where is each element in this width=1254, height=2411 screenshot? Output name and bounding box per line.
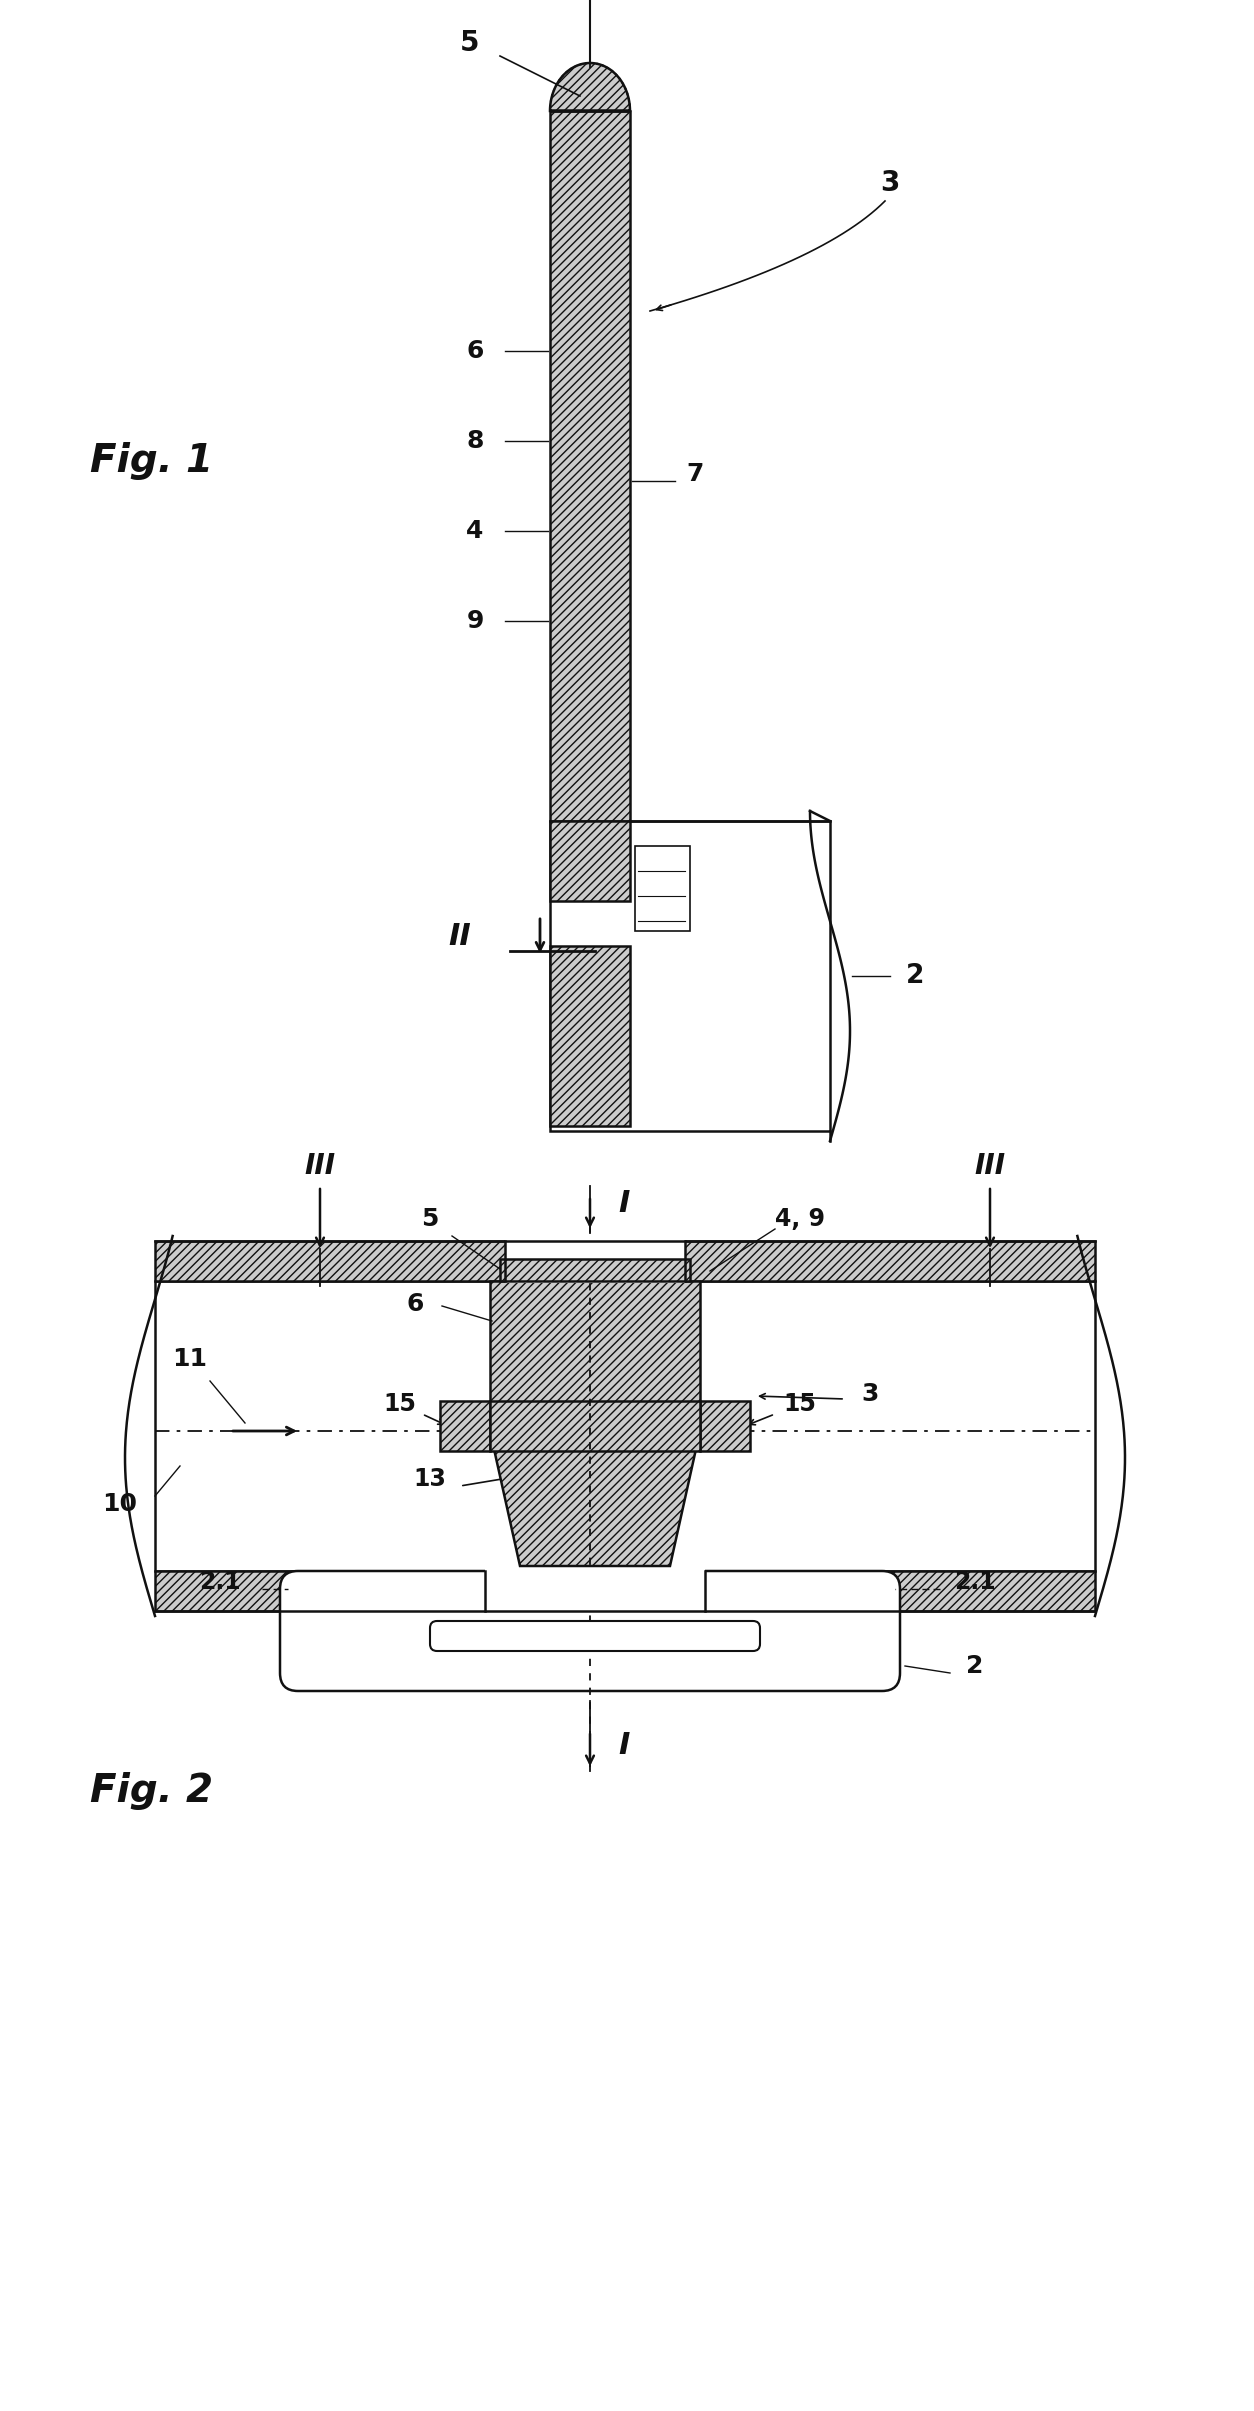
Text: 2.1: 2.1: [954, 1570, 996, 1594]
Text: 10: 10: [103, 1492, 138, 1517]
Text: 2: 2: [967, 1654, 983, 1678]
Polygon shape: [635, 846, 690, 931]
Polygon shape: [551, 945, 630, 1126]
Text: III: III: [305, 1152, 336, 1179]
Polygon shape: [500, 1259, 690, 1280]
Text: 13: 13: [414, 1466, 446, 1490]
Text: 3: 3: [861, 1382, 879, 1406]
Text: 5: 5: [460, 29, 480, 58]
Polygon shape: [490, 1280, 700, 1432]
Polygon shape: [155, 1280, 1095, 1572]
Text: III: III: [974, 1152, 1006, 1179]
Text: 9: 9: [466, 610, 484, 634]
Text: 2.1: 2.1: [199, 1570, 241, 1594]
Polygon shape: [485, 1570, 705, 1613]
Text: 2: 2: [905, 962, 924, 989]
Polygon shape: [551, 63, 630, 111]
Text: 7: 7: [686, 463, 703, 487]
Text: 3: 3: [880, 169, 899, 198]
Text: 4: 4: [466, 518, 484, 542]
Polygon shape: [490, 1432, 700, 1567]
Polygon shape: [551, 822, 630, 902]
Text: 4, 9: 4, 9: [775, 1208, 825, 1232]
Polygon shape: [155, 1572, 1095, 1611]
Text: II: II: [449, 921, 472, 950]
Text: I: I: [618, 1731, 630, 1760]
Polygon shape: [505, 1239, 685, 1283]
Polygon shape: [551, 111, 630, 822]
Text: 5: 5: [421, 1208, 439, 1232]
Polygon shape: [155, 1242, 1095, 1280]
Text: Fig. 1: Fig. 1: [90, 441, 213, 480]
Text: I: I: [618, 1189, 630, 1218]
Text: 6: 6: [406, 1292, 424, 1316]
Text: 6: 6: [466, 340, 484, 364]
Text: 15: 15: [784, 1391, 816, 1415]
Text: 8: 8: [466, 429, 484, 453]
Polygon shape: [551, 822, 830, 1131]
FancyBboxPatch shape: [280, 1572, 900, 1690]
Polygon shape: [490, 1401, 700, 1451]
Text: Fig. 2: Fig. 2: [90, 1772, 213, 1811]
Text: 15: 15: [384, 1391, 416, 1415]
FancyBboxPatch shape: [430, 1620, 760, 1652]
Text: 11: 11: [173, 1348, 207, 1372]
Polygon shape: [440, 1401, 490, 1451]
Polygon shape: [700, 1401, 750, 1451]
